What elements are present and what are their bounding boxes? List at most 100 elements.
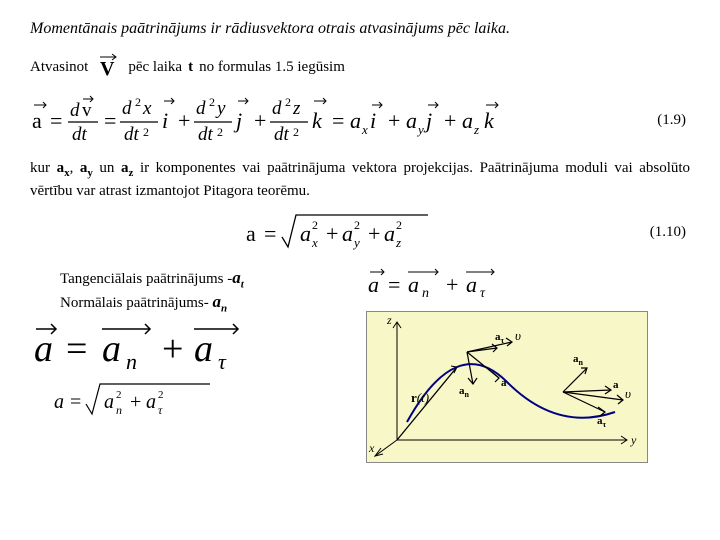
vector-sum-small: a = an + aτ bbox=[366, 266, 546, 300]
svg-text:dt: dt bbox=[124, 124, 140, 145]
svg-text:k: k bbox=[484, 108, 495, 133]
svg-text:=: = bbox=[264, 221, 276, 246]
svg-text:x: x bbox=[361, 122, 368, 137]
svg-text:x: x bbox=[142, 98, 152, 119]
svg-text:2: 2 bbox=[217, 125, 223, 139]
equation-1-9-row: a = d v dt = d2 x dt2 i + d2 y dt2 j + bbox=[30, 92, 690, 148]
title-text: Momentānais paātrinājums ir rādiusvektor… bbox=[30, 20, 690, 38]
svg-text:a: a bbox=[466, 272, 477, 297]
trajectory-diagram: y z x r(t) aτ an a υ bbox=[366, 311, 648, 463]
svg-text:z: z bbox=[292, 98, 301, 119]
svg-text:a: a bbox=[342, 221, 353, 246]
svg-text:=: = bbox=[104, 108, 116, 133]
eq-1-10-number: (1.10) bbox=[650, 224, 690, 241]
svg-text:a: a bbox=[384, 221, 395, 246]
svg-text:dt: dt bbox=[274, 124, 290, 145]
svg-text:+: + bbox=[254, 108, 266, 133]
svg-text:d: d bbox=[70, 100, 80, 121]
svg-text:τ: τ bbox=[158, 403, 163, 417]
axis-z-label: z bbox=[386, 313, 392, 327]
svg-text:a: a bbox=[246, 221, 256, 246]
svg-text:+: + bbox=[130, 391, 141, 413]
svg-text:2: 2 bbox=[354, 218, 360, 232]
line1-a: Atvasinot bbox=[30, 59, 88, 76]
svg-text:x: x bbox=[311, 235, 318, 250]
svg-text:2: 2 bbox=[396, 218, 402, 232]
svg-text:=: = bbox=[50, 108, 62, 133]
svg-text:a: a bbox=[104, 391, 114, 413]
svg-text:k: k bbox=[312, 108, 323, 133]
svg-text:n: n bbox=[422, 286, 429, 300]
svg-text:a: a bbox=[194, 328, 213, 370]
svg-text:+: + bbox=[446, 272, 458, 297]
modulus-eq: a = a2n + a2τ bbox=[50, 378, 230, 422]
svg-text:i: i bbox=[370, 108, 376, 133]
svg-text:τ: τ bbox=[480, 286, 486, 300]
svg-text:2: 2 bbox=[158, 389, 164, 401]
v-label-1: υ bbox=[515, 328, 521, 343]
derivation-line: Atvasinot V pēc laika t no formulas 1.5 … bbox=[30, 52, 690, 82]
svg-text:v: v bbox=[82, 100, 92, 121]
paragraph-components: kur ax, ay un az ir komponentes vai paāt… bbox=[30, 158, 690, 201]
svg-text:=: = bbox=[66, 328, 87, 370]
vector-sum-large: a = an + aτ bbox=[30, 317, 290, 373]
svg-text:+: + bbox=[444, 108, 456, 133]
para-a: kur bbox=[30, 160, 57, 176]
svg-text:2: 2 bbox=[312, 218, 318, 232]
a-label-1: a bbox=[501, 377, 507, 389]
axis-y-label: y bbox=[630, 433, 637, 447]
svg-text:a: a bbox=[406, 108, 417, 133]
svg-text:a: a bbox=[34, 328, 53, 370]
svg-text:n: n bbox=[116, 403, 122, 417]
svg-text:a: a bbox=[350, 108, 361, 133]
normal-label: Normālais paātrinājums- an bbox=[60, 292, 354, 314]
svg-text:a: a bbox=[102, 328, 121, 370]
svg-text:a: a bbox=[408, 272, 419, 297]
svg-text:dt: dt bbox=[72, 124, 88, 145]
svg-text:2: 2 bbox=[209, 95, 215, 109]
svg-text:a: a bbox=[54, 391, 64, 413]
svg-text:V: V bbox=[100, 58, 115, 80]
svg-text:+: + bbox=[368, 221, 380, 246]
a-label-2: a bbox=[613, 379, 619, 391]
svg-text:j: j bbox=[233, 108, 242, 133]
svg-text:=: = bbox=[70, 391, 81, 413]
svg-text:d: d bbox=[122, 98, 132, 119]
svg-text:y: y bbox=[215, 98, 226, 119]
svg-text:a: a bbox=[32, 108, 42, 133]
svg-text:+: + bbox=[326, 221, 338, 246]
eq-1-9-number: (1.9) bbox=[657, 112, 690, 129]
axis-x-label: x bbox=[368, 441, 375, 455]
line1-t: t bbox=[188, 59, 193, 76]
svg-text:=: = bbox=[388, 272, 400, 297]
r-label: r(t) bbox=[411, 390, 429, 405]
svg-text:2: 2 bbox=[285, 95, 291, 109]
equation-1-10: a = a2x + a2y + a2z bbox=[240, 207, 440, 253]
ay-sym: ay bbox=[80, 160, 93, 176]
svg-text:a: a bbox=[146, 391, 156, 413]
svg-text:i: i bbox=[162, 108, 168, 133]
svg-text:z: z bbox=[473, 122, 479, 137]
svg-text:y: y bbox=[352, 235, 360, 250]
svg-text:dt: dt bbox=[198, 124, 214, 145]
svg-text:+: + bbox=[388, 108, 400, 133]
svg-text:z: z bbox=[395, 235, 401, 250]
left-column: Tangenciālais paātrinājums -at Normālais… bbox=[30, 266, 354, 427]
two-column-section: Tangenciālais paātrinājums -at Normālais… bbox=[30, 266, 690, 468]
tangential-label: Tangenciālais paātrinājums -at bbox=[60, 268, 354, 290]
svg-text:=: = bbox=[332, 108, 344, 133]
svg-text:d: d bbox=[272, 98, 282, 119]
ax-sym: ax bbox=[57, 160, 70, 176]
svg-text:j: j bbox=[423, 108, 432, 133]
svg-text:2: 2 bbox=[135, 95, 141, 109]
svg-text:2: 2 bbox=[143, 125, 149, 139]
svg-text:a: a bbox=[368, 272, 379, 297]
v-label-2: υ bbox=[625, 386, 631, 401]
svg-text:2: 2 bbox=[116, 389, 122, 401]
svg-text:d: d bbox=[196, 98, 206, 119]
line1-c: no formulas 1.5 iegūsim bbox=[199, 59, 345, 76]
az-sym: az bbox=[121, 160, 133, 176]
right-column: a = an + aτ y z x bbox=[366, 266, 690, 468]
equation-1-9: a = d v dt = d2 x dt2 i + d2 y dt2 j + bbox=[30, 92, 570, 148]
v-vector-symbol: V bbox=[94, 52, 122, 82]
